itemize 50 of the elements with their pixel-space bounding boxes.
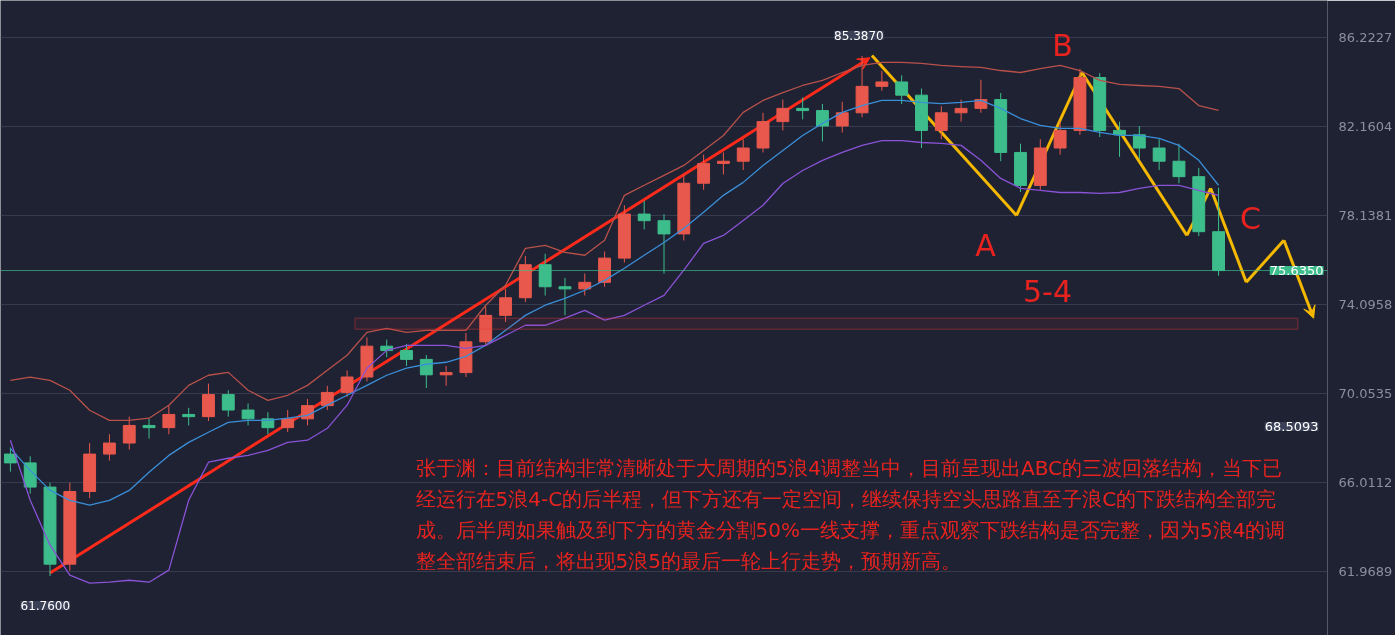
candlestick <box>697 154 711 191</box>
candlestick <box>776 99 790 131</box>
candlestick <box>162 405 176 435</box>
candlestick <box>816 103 829 142</box>
candlestick <box>1053 121 1067 156</box>
candlestick <box>499 288 512 323</box>
candlestick <box>202 383 215 422</box>
text: 68.5093 <box>1264 419 1319 434</box>
candlestick <box>419 354 433 389</box>
candlestick <box>221 389 235 418</box>
candlestick <box>3 446 17 473</box>
candlestick <box>716 151 730 175</box>
candlestick <box>895 74 909 105</box>
candlestick <box>320 385 334 411</box>
annotation: 5-4 <box>1023 273 1072 309</box>
candlestick <box>796 96 810 120</box>
candlestick <box>558 277 572 316</box>
candlestick <box>281 409 295 433</box>
candlestick <box>1152 138 1166 171</box>
candlestick <box>400 343 413 367</box>
y-tick-label: 86.2227 <box>1338 29 1393 45</box>
candlestick <box>142 418 156 440</box>
annotation: 85.3870 <box>834 28 884 43</box>
candlestick <box>241 402 255 426</box>
y-tick-label: 66.0112 <box>1338 474 1393 490</box>
candlestick <box>102 433 116 462</box>
candlestick <box>736 138 750 171</box>
candlestick <box>1132 125 1146 160</box>
y-tick-label: 61.9689 <box>1338 563 1393 579</box>
candlestick <box>578 273 592 297</box>
annotation: B <box>1052 28 1073 63</box>
candlestick <box>122 416 136 451</box>
annotation: 张于渊：目前结构非常清晰处于大周期的5浪4调整当中，目前呈现出ABC的三波回落结构，当下已经运行在5浪4-C的后半程，但下方还有一定空间，继续保持空头思路直至子浪C的下跌结构全部完成。后半周如果触及到下方的黄金分割50%一线支撑，重点观察下跌结构是否完整，因为5浪4的调整全部结束后，将出现5浪5的最后一轮上行走势，预期新高。 <box>415 455 1286 574</box>
candlestick <box>954 99 968 123</box>
candlestick <box>1172 143 1186 184</box>
candlestick <box>835 101 849 134</box>
annotation: A <box>975 228 997 263</box>
ref-line-label: 75.6350 <box>1269 263 1324 279</box>
candlestick <box>301 398 314 426</box>
y-tick-label: 78.1381 <box>1338 207 1393 223</box>
candlestick <box>934 105 948 140</box>
y-tick-label: 70.0535 <box>1338 385 1393 401</box>
y-tick-label: 74.0958 <box>1338 296 1393 312</box>
candlestick <box>439 365 453 387</box>
candlestick <box>637 200 651 230</box>
y-tick-label: 82.1604 <box>1338 119 1393 135</box>
candlestick <box>340 369 354 398</box>
candlestick <box>875 70 889 92</box>
text: C <box>1240 201 1261 236</box>
annotation: 61.7600 <box>20 599 71 613</box>
